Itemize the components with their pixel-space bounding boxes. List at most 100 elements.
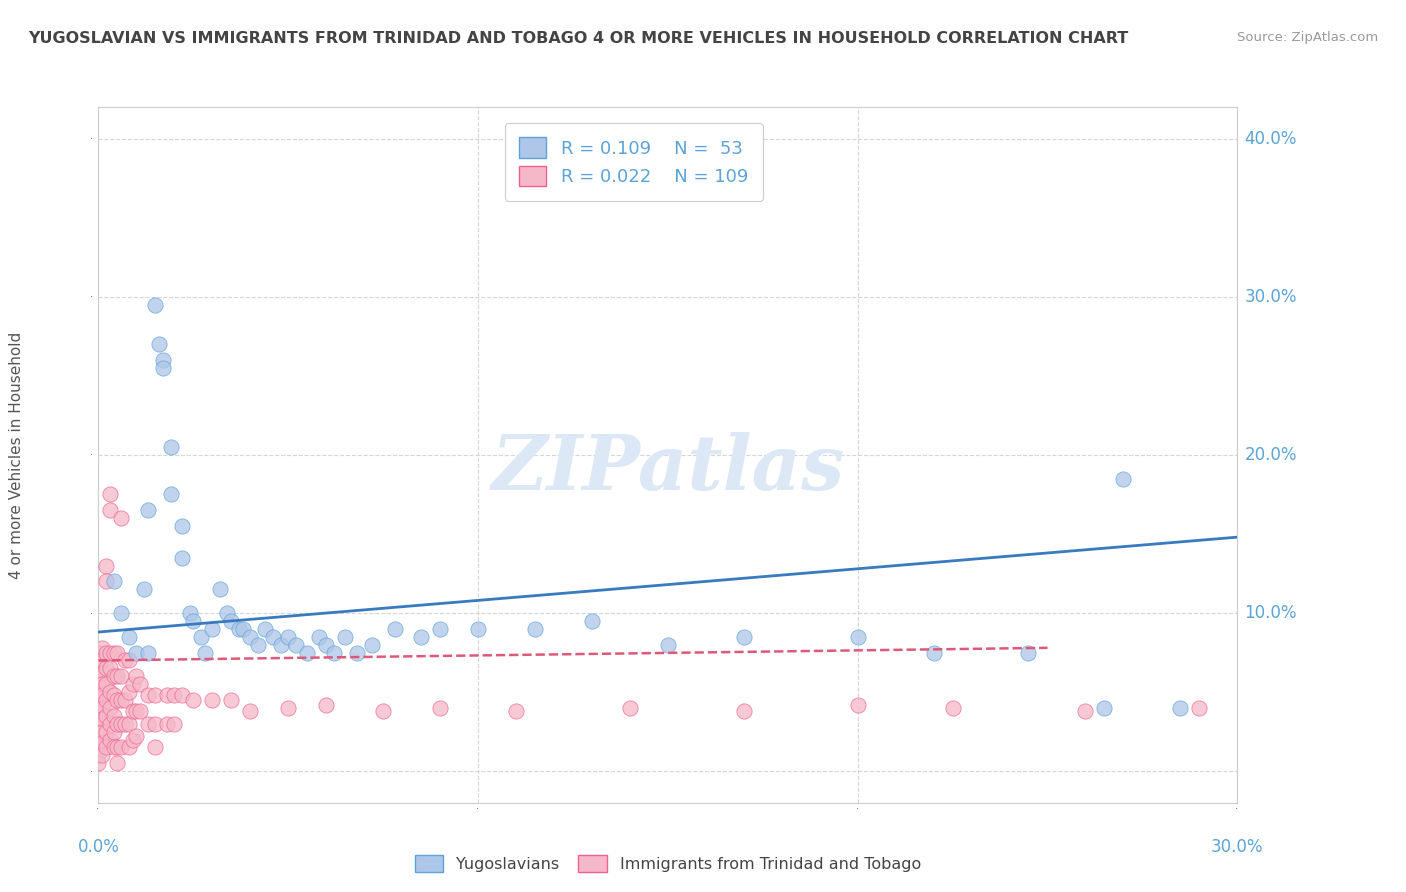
Point: [94, 677, 117, 691]
Point: [1018, 646, 1040, 660]
Point: [94, 740, 117, 755]
Point: [94, 693, 117, 707]
Point: [221, 614, 243, 628]
Point: [91, 712, 114, 726]
Point: [91, 701, 114, 715]
Point: [132, 582, 155, 597]
Point: [136, 688, 159, 702]
Point: [429, 622, 451, 636]
Point: [277, 701, 299, 715]
Point: [103, 688, 125, 702]
Point: [239, 630, 262, 644]
Point: [467, 622, 489, 636]
Point: [107, 693, 129, 707]
Point: [942, 701, 965, 715]
Point: [87, 701, 110, 715]
Point: [346, 646, 368, 660]
Point: [110, 606, 132, 620]
Point: [277, 630, 299, 644]
Point: [246, 638, 269, 652]
Point: [145, 688, 167, 702]
Point: [94, 724, 117, 739]
Point: [87, 736, 110, 750]
Point: [156, 716, 179, 731]
Point: [91, 677, 114, 691]
Text: YUGOSLAVIAN VS IMMIGRANTS FROM TRINIDAD AND TOBAGO 4 OR MORE VEHICLES IN HOUSEHO: YUGOSLAVIAN VS IMMIGRANTS FROM TRINIDAD …: [28, 31, 1129, 46]
Point: [98, 503, 121, 517]
Text: 10.0%: 10.0%: [1244, 604, 1296, 622]
Point: [201, 622, 224, 636]
Point: [657, 638, 679, 652]
Point: [107, 716, 129, 731]
Point: [262, 630, 284, 644]
Point: [136, 503, 159, 517]
Point: [114, 653, 136, 667]
Point: [163, 716, 186, 731]
Point: [335, 630, 357, 644]
Point: [98, 646, 121, 660]
Point: [110, 740, 132, 755]
Point: [254, 622, 277, 636]
Point: [91, 748, 114, 763]
Point: [190, 630, 212, 644]
Point: [110, 693, 132, 707]
Point: [183, 693, 205, 707]
Point: [1112, 472, 1135, 486]
Point: [297, 646, 319, 660]
Point: [170, 519, 193, 533]
Point: [228, 622, 250, 636]
Point: [125, 730, 148, 744]
Point: [733, 704, 755, 718]
Point: [152, 353, 174, 368]
Point: [1074, 704, 1097, 718]
Point: [87, 669, 110, 683]
Point: [110, 716, 132, 731]
Point: [121, 732, 143, 747]
Point: [91, 724, 114, 739]
Point: [103, 724, 125, 739]
Point: [103, 740, 125, 755]
Point: [170, 550, 193, 565]
Point: [315, 698, 337, 712]
Point: [308, 630, 330, 644]
Point: [87, 688, 110, 702]
Point: [581, 614, 603, 628]
Point: [156, 688, 179, 702]
Point: [733, 630, 755, 644]
Point: [87, 756, 110, 771]
Point: [152, 360, 174, 375]
Point: [118, 685, 141, 699]
Legend: Yugoslavians, Immigrants from Trinidad and Tobago: Yugoslavians, Immigrants from Trinidad a…: [408, 849, 928, 879]
Point: [107, 669, 129, 683]
Point: [232, 622, 254, 636]
Point: [221, 693, 243, 707]
Point: [94, 708, 117, 723]
Point: [98, 487, 121, 501]
Point: [505, 704, 527, 718]
Point: [118, 653, 141, 667]
Point: [322, 646, 344, 660]
Point: [118, 630, 141, 644]
Point: [159, 440, 181, 454]
Point: [170, 688, 193, 702]
Point: [239, 704, 262, 718]
Point: [148, 337, 170, 351]
Point: [524, 622, 547, 636]
Point: [110, 511, 132, 525]
Text: ZIPatlas: ZIPatlas: [491, 432, 845, 506]
Text: 20.0%: 20.0%: [1244, 446, 1296, 464]
Point: [429, 701, 451, 715]
Text: 0.0%: 0.0%: [77, 838, 120, 856]
Point: [98, 685, 121, 699]
Point: [91, 640, 114, 655]
Point: [94, 661, 117, 675]
Point: [1170, 701, 1192, 715]
Point: [163, 688, 186, 702]
Point: [87, 646, 110, 660]
Point: [384, 622, 406, 636]
Point: [145, 298, 167, 312]
Point: [98, 716, 121, 731]
Point: [87, 677, 110, 691]
Point: [922, 646, 945, 660]
Point: [208, 582, 231, 597]
